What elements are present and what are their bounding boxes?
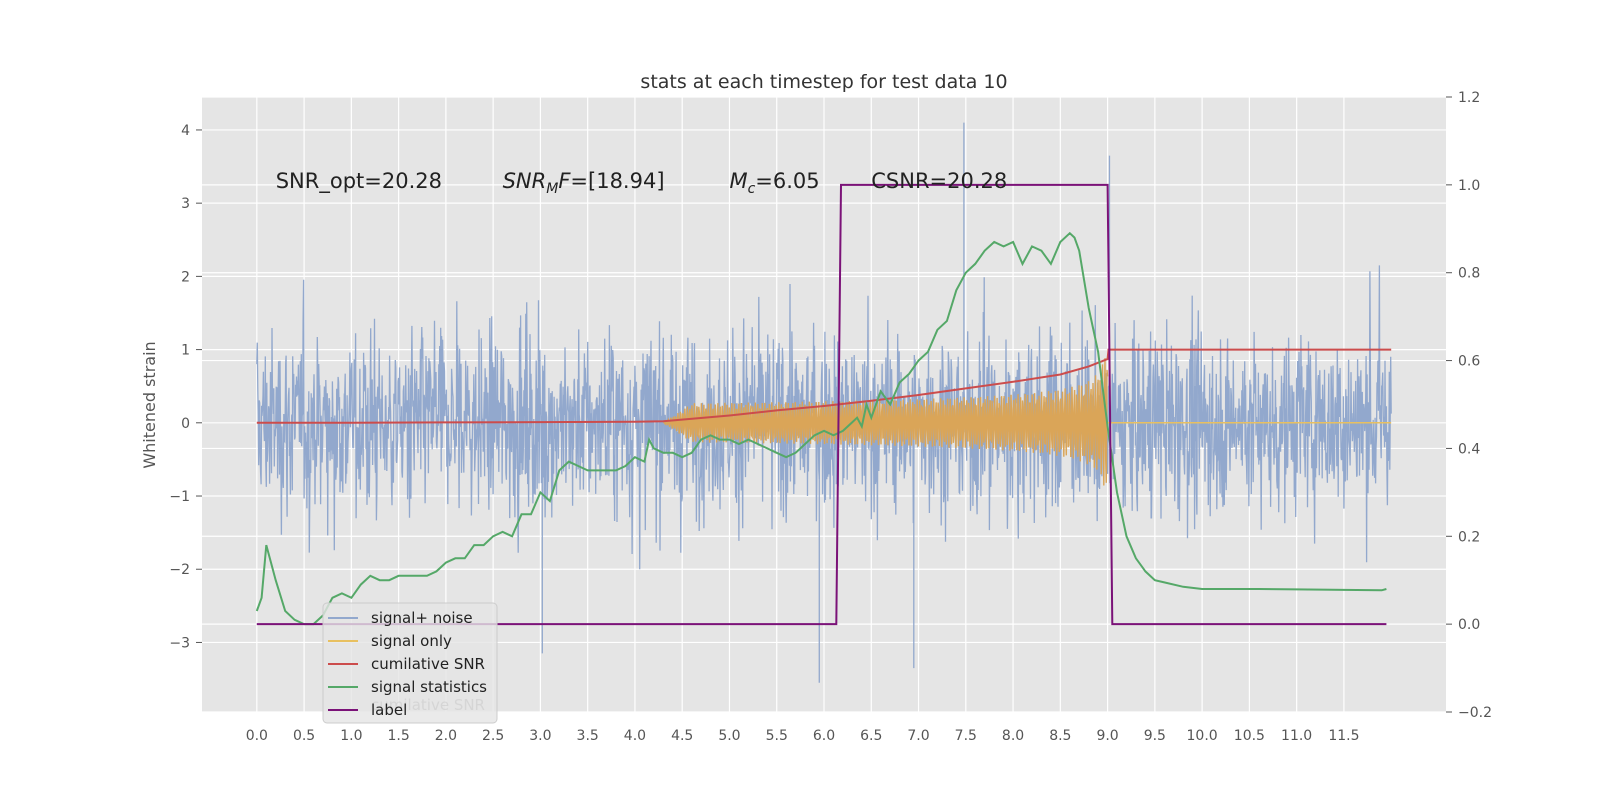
x-tick-label: 1.5 (387, 728, 409, 744)
x-tick-label: 2.0 (435, 728, 457, 744)
y2-tick-label: 0.8 (1458, 266, 1480, 282)
legend-label: signal+ noise (371, 609, 473, 627)
y-tick-label: −2 (169, 562, 190, 578)
legend-box (322, 602, 498, 724)
y2-tick-label: 0.4 (1458, 441, 1480, 457)
x-tick-label: 4.0 (624, 728, 646, 744)
x-tick-label: 0.5 (293, 728, 315, 744)
x-tick-label: 4.5 (671, 728, 693, 744)
y-tick-label: −3 (169, 635, 190, 651)
legend-label: signal statistics (371, 678, 487, 696)
x-tick-label: 7.5 (955, 728, 977, 744)
series-label (256, 183, 1387, 626)
line-series-layer (255, 183, 1392, 626)
x-tick-label: 10.5 (1234, 728, 1265, 744)
x-tick-label: 8.0 (1002, 728, 1024, 744)
annotation-4: CSNR=20.28 (871, 169, 1007, 193)
y-tick-label: −1 (169, 489, 190, 505)
legend-overlap-text: cumilative SNR (371, 696, 485, 714)
annotations-layer: SNR_opt=20.28 SNRMF=[18.94] Mc=6.05 CSNR=20… (276, 169, 1008, 197)
legend-label: cumilative SNR (371, 655, 485, 673)
annotation-1: SNR_opt=20.28 (276, 169, 442, 194)
y-tick-label: 4 (181, 123, 190, 139)
x-tick-label: 1.0 (340, 728, 362, 744)
signal-only-series (662, 358, 1392, 486)
x-tick-label: 6.0 (813, 728, 835, 744)
tick-labels-layer: 0.0 0.5 1.0 1.5 2.0 2.5 3.0 3.5 4.0 4.5 5.0 5.5 6.0 6… (169, 90, 1492, 744)
x-tick-label: 3.0 (529, 728, 551, 744)
y2-tick-label: 0.6 (1458, 354, 1480, 370)
x-tick-label: 10.0 (1187, 728, 1218, 744)
y2-tick-label: 1.2 (1458, 90, 1480, 106)
x-tick-label: 9.0 (1096, 728, 1118, 744)
y-tick-label: 1 (181, 343, 190, 359)
signal-only-line (662, 358, 1109, 486)
y2-tick-label: 1.0 (1458, 178, 1480, 194)
y2-tick-label: 0.0 (1458, 617, 1480, 633)
x-tick-label: 9.5 (1144, 728, 1166, 744)
x-tick-label: 5.0 (718, 728, 740, 744)
x-tick-label: 6.5 (860, 728, 882, 744)
x-tick-label: 11.0 (1281, 728, 1312, 744)
x-tick-label: 5.5 (766, 728, 788, 744)
y-axis-label: Whitened strain (140, 341, 159, 468)
legend-label: label (371, 701, 407, 719)
y2-tick-label: −0.2 (1458, 705, 1492, 721)
chart-title: stats at each timestep for test data 10 (640, 71, 1007, 93)
y2-tick-label: 0.2 (1458, 529, 1480, 545)
x-tick-label: 11.5 (1328, 728, 1359, 744)
annotation-2: SNRMF=[18.94] (503, 169, 665, 197)
x-tick-label: 7.0 (907, 728, 929, 744)
x-tick-label: 8.5 (1049, 728, 1071, 744)
series-signal-statistics (255, 231, 1387, 626)
annotation-3: Mc=6.05 (729, 169, 819, 197)
x-tick-label: 2.5 (482, 728, 504, 744)
y-tick-label: 2 (181, 269, 190, 285)
y-tick-label: 0 (181, 416, 190, 432)
x-tick-label: 0.0 (246, 728, 268, 744)
legend: cumilative SNR signal+ noise signal only cu… (322, 602, 498, 724)
legend-label: signal only (371, 632, 452, 650)
series-cumilative-snr (256, 348, 1392, 424)
x-tick-label: 3.5 (577, 728, 599, 744)
y-tick-label: 3 (181, 196, 190, 212)
